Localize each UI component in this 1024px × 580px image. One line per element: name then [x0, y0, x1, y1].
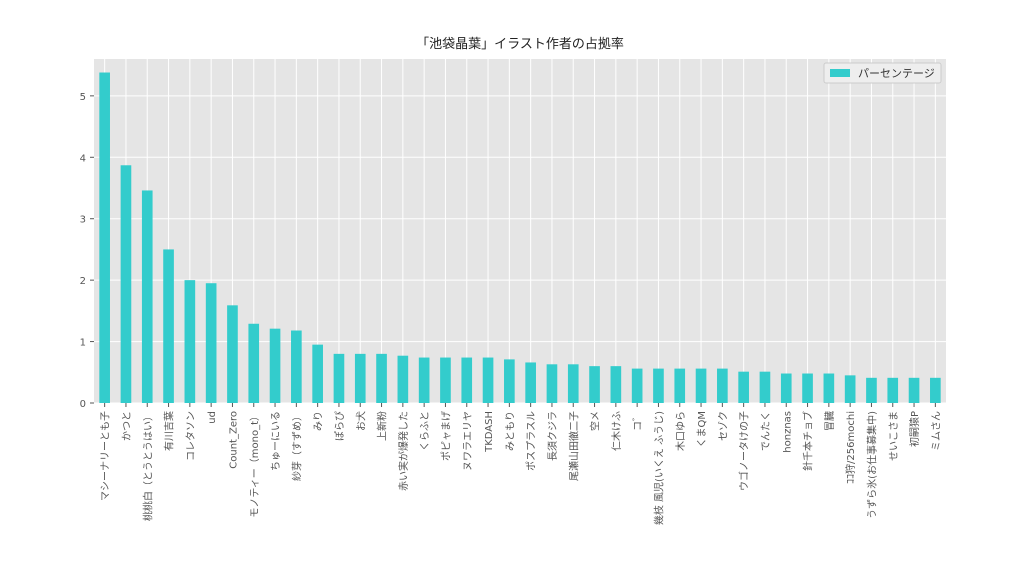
x-tick-label: うずら氷(お仕事募集中) — [865, 411, 878, 519]
y-tick-label: 4 — [80, 153, 86, 164]
bar — [248, 323, 260, 403]
bar — [461, 357, 473, 403]
x-tick-label: みり — [313, 411, 325, 431]
bar — [120, 165, 132, 403]
x-tick-label: ポスプラスル — [526, 411, 538, 471]
bar — [99, 72, 110, 403]
x-tick-label: くらふと — [419, 411, 431, 451]
x-tick-label: 空メ — [589, 411, 602, 431]
bar — [205, 283, 217, 403]
bar — [333, 353, 345, 403]
bar — [802, 373, 813, 403]
bar — [674, 368, 686, 403]
bar — [397, 355, 409, 403]
x-tick-label: 針千本チョブ — [802, 411, 815, 471]
x-tick-label: でんたく — [760, 411, 772, 451]
bar — [780, 373, 792, 403]
bar — [589, 366, 600, 403]
bar — [631, 368, 643, 403]
x-tick-label: 有川吉葉 — [163, 411, 176, 451]
x-tick-label: ウゴノータけの子 — [738, 411, 751, 491]
x-tick-label: コレタソン — [185, 411, 197, 461]
bar — [738, 371, 749, 403]
x-tick-label: ヌワラエリヤ — [462, 411, 474, 471]
bar — [141, 190, 153, 403]
y-tick-label: 3 — [80, 215, 86, 226]
bar — [525, 362, 536, 403]
y-tick-label: 0 — [80, 399, 86, 410]
x-tick-label: 長須クジラ — [547, 411, 559, 461]
bar — [269, 328, 281, 403]
x-tick-label: 桃桃白（とうとうはい） — [141, 411, 154, 521]
bar — [866, 377, 877, 403]
x-tick-label: 紗芽（すずめ） — [290, 411, 303, 481]
x-tick-label: せいこさま — [888, 411, 900, 461]
bar — [504, 359, 515, 403]
bar — [653, 368, 664, 403]
plot-area — [94, 59, 946, 403]
legend-box — [823, 62, 942, 84]
bar — [291, 330, 302, 403]
y-tick-label: 2 — [80, 276, 86, 287]
bar — [418, 357, 430, 403]
bar — [610, 366, 622, 403]
legend-label: パーセンテージ — [858, 67, 935, 80]
x-tick-label: ぽらぴ — [334, 411, 346, 441]
bar — [482, 357, 494, 403]
x-tick-label: Count_Zero — [228, 411, 239, 469]
bar — [567, 364, 579, 403]
bar — [908, 377, 920, 403]
x-tick-label: 木口ゆら — [675, 411, 687, 451]
bar — [546, 364, 558, 403]
x-tick-label: 幾枝 風児(いくえ ふうじ) — [652, 411, 665, 525]
x-tick-label: 冒臓 — [824, 411, 836, 431]
chart-title: 「池袋晶葉」イラスト作者の占拠率 — [416, 36, 624, 52]
bar — [354, 353, 366, 403]
bar — [163, 249, 174, 403]
x-tick-label: ミムさん — [930, 411, 942, 451]
x-tick-label: 赤い実が爆発した — [397, 411, 410, 491]
x-tick-label: 尾瀬山田徹二子 — [567, 411, 580, 481]
bar — [930, 377, 941, 403]
x-tick-label: TKDASH — [484, 411, 495, 453]
bar — [227, 305, 238, 403]
x-tick-label: 初嗣猿P — [908, 411, 921, 447]
bar — [184, 280, 196, 403]
x-tick-label: くまQM — [696, 411, 708, 448]
x-tick-label: お犬 — [354, 411, 367, 431]
bar — [695, 368, 707, 403]
y-tick-label: 1 — [80, 338, 86, 349]
x-tick-label: 仁木けふ — [611, 411, 623, 451]
y-tick-label: 5 — [80, 92, 86, 103]
bar — [717, 368, 728, 403]
x-tick-label: みともり — [504, 411, 516, 451]
x-tick-label: honznas — [782, 411, 793, 453]
bar — [823, 373, 835, 403]
bar — [887, 377, 899, 403]
x-tick-label: ｺｺ狩/256mochi — [844, 411, 857, 484]
x-tick-label: かつと — [121, 411, 133, 441]
bar — [312, 344, 323, 403]
bar — [844, 375, 856, 403]
x-tick-label: ポピャまげ — [440, 411, 452, 461]
x-tick-label: モノティー（mono_t） — [249, 411, 261, 518]
x-tick-label: セゾク — [717, 411, 729, 441]
x-tick-label: 上新粉 — [376, 411, 389, 441]
x-tick-label: コ゛ — [632, 411, 644, 431]
x-tick-label: マシーナリーとも子 — [100, 411, 112, 501]
legend-swatch — [830, 69, 850, 77]
x-tick-label: ちゅーにいる — [270, 411, 282, 471]
bar — [440, 357, 451, 403]
bar — [759, 371, 771, 403]
x-tick-label: ud — [207, 411, 218, 424]
bar — [376, 353, 387, 403]
